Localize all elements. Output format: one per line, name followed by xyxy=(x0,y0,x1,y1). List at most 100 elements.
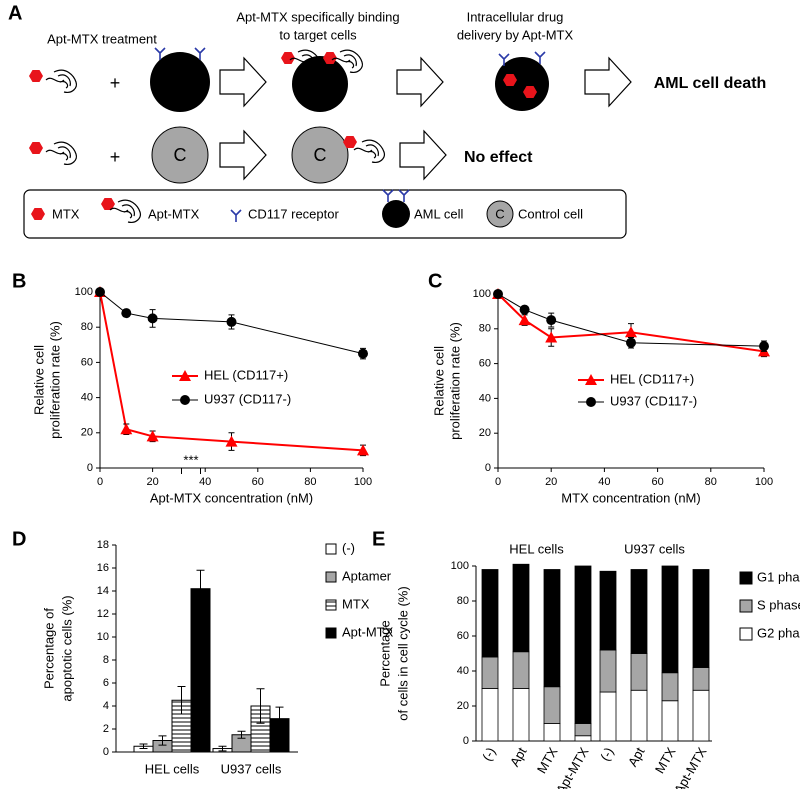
error-bar xyxy=(139,743,148,750)
y-tick-label: 0 xyxy=(87,462,93,474)
bar-segment xyxy=(481,569,499,658)
y-tick-label: 20 xyxy=(457,700,469,712)
y-axis-title: proliferation rate (%) xyxy=(47,321,62,439)
legend-swatch xyxy=(739,627,753,641)
arrow xyxy=(399,130,447,180)
significance-bracket xyxy=(181,467,201,474)
bar-segment xyxy=(661,672,679,702)
legend-label: Control cell xyxy=(518,206,583,221)
error-bar xyxy=(196,569,205,608)
x-tick-label: 60 xyxy=(651,476,663,488)
bar-segment xyxy=(574,735,592,742)
bar-segment xyxy=(574,565,592,724)
bar-segment xyxy=(599,691,617,742)
x-tick-label: 0 xyxy=(495,476,501,488)
group-label: U937 cells xyxy=(624,541,685,556)
bar-segment xyxy=(661,565,679,674)
legend-swatch xyxy=(325,543,337,555)
x-tick-label: 100 xyxy=(354,476,372,488)
arrow xyxy=(219,130,267,180)
x-tick-label: (-) xyxy=(597,745,616,764)
step-label: Apt-MTX treatment xyxy=(47,31,157,46)
x-tick-label: 100 xyxy=(755,476,773,488)
outcome: No effect xyxy=(464,149,533,166)
bar-segment xyxy=(630,569,648,654)
control-letter: C xyxy=(174,145,187,165)
marker xyxy=(225,435,238,447)
aptamer-icon xyxy=(45,141,77,165)
x-axis-title: Apt-MTX concentration (nM) xyxy=(150,490,313,505)
y-axis-title: apoptotic cells (%) xyxy=(59,595,74,701)
aptamer-icon xyxy=(45,69,77,93)
x-tick-label: U937 cells xyxy=(221,761,282,776)
aml-cell xyxy=(150,52,210,112)
legend-label: S phase xyxy=(757,597,800,612)
y-tick-label: 2 xyxy=(103,723,109,735)
aml-cell xyxy=(382,200,410,228)
marker xyxy=(121,308,132,319)
legend-swatch xyxy=(325,571,337,583)
step-label: Intracellular drug xyxy=(467,9,564,24)
aml-cell xyxy=(495,57,549,111)
x-tick-label: (-) xyxy=(479,745,498,764)
arrow xyxy=(584,57,632,107)
bar-segment xyxy=(512,688,530,742)
marker xyxy=(120,423,133,435)
bar-segment xyxy=(692,667,710,691)
x-tick-label: 20 xyxy=(146,476,158,488)
y-tick-label: 12 xyxy=(97,608,109,620)
y-tick-label: 0 xyxy=(103,746,109,758)
y-tick-label: 16 xyxy=(97,562,109,574)
bar-segment xyxy=(512,563,530,653)
marker xyxy=(518,314,531,326)
x-tick-label: 80 xyxy=(705,476,717,488)
legend-label: Apt-MTX xyxy=(148,206,200,221)
significance-label: *** xyxy=(183,452,198,467)
outcome: AML cell death xyxy=(654,75,767,92)
legend-label: U937 (CD117-) xyxy=(610,393,697,408)
legend-label: G2 phase xyxy=(757,625,800,640)
x-tick-label: 40 xyxy=(598,476,610,488)
legend-label: (-) xyxy=(342,540,355,555)
legend-marker xyxy=(180,395,190,405)
x-tick-label: 0 xyxy=(97,476,103,488)
panel-letter: E xyxy=(372,528,385,550)
bar xyxy=(190,588,211,753)
legend-marker xyxy=(179,370,191,381)
bar-segment xyxy=(543,569,561,688)
x-tick-label: MTX xyxy=(534,744,561,776)
y-tick-label: 60 xyxy=(457,630,469,642)
y-tick-label: 4 xyxy=(103,700,109,712)
error-bar xyxy=(237,730,246,739)
x-tick-label: Apt-MTX xyxy=(671,744,710,789)
y-tick-label: 80 xyxy=(81,321,93,333)
arrow xyxy=(219,57,267,107)
x-tick-label: 20 xyxy=(545,476,557,488)
bar-segment xyxy=(481,656,499,689)
aml-cell xyxy=(292,56,348,112)
legend-label: Apt-MTX xyxy=(342,624,394,639)
marker xyxy=(95,287,105,297)
legend-box xyxy=(23,189,627,239)
mtx-icon xyxy=(29,70,43,82)
control-cell xyxy=(486,200,514,228)
legend-label: HEL (CD117+) xyxy=(204,367,288,382)
marker xyxy=(358,348,368,359)
y-axis-title: of cells in cell cycle (%) xyxy=(395,586,410,720)
marker xyxy=(357,444,369,456)
error-bar xyxy=(256,688,265,724)
y-tick-label: 20 xyxy=(479,427,491,439)
marker xyxy=(546,315,557,326)
x-tick-label: Apt xyxy=(507,744,530,769)
legend-label: HEL (CD117+) xyxy=(610,371,694,386)
marker xyxy=(493,289,503,299)
legend-label: CD117 receptor xyxy=(248,206,339,221)
step-label: Apt-MTX specifically binding xyxy=(236,9,399,24)
marker xyxy=(759,341,769,352)
x-tick-label: 40 xyxy=(199,476,211,488)
legend-label: U937 (CD117-) xyxy=(204,391,291,406)
y-tick-label: 40 xyxy=(479,392,491,404)
panel-letter: D xyxy=(12,528,26,550)
y-tick-label: 100 xyxy=(473,288,491,300)
